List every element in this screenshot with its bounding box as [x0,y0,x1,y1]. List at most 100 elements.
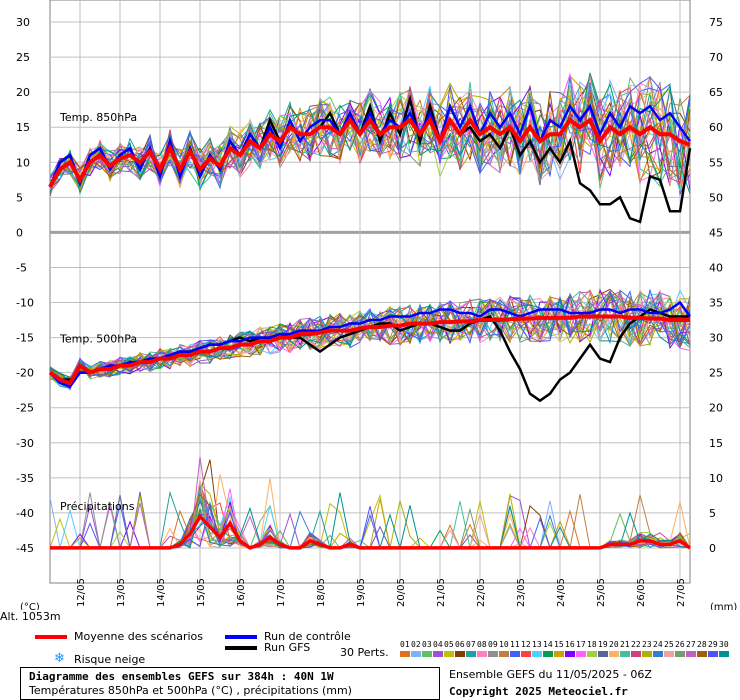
pert-id-label: 17 [576,640,586,649]
right-tick-label: 5 [709,507,716,520]
pert-color-swatch [444,651,454,657]
pert-id-label: 02 [411,640,421,649]
perts-label: 30 Perts. [340,646,389,659]
pert-line-t850 [49,89,691,189]
chart-footer: Alt. 1053m Moyenne des scénarios Run de … [0,600,740,700]
pert-id-label: 04 [433,640,443,649]
pert-color-swatch [719,651,729,657]
left-tick-label: -15 [16,332,34,345]
pert-line-t500 [49,289,691,385]
pert-color-swatch [499,651,509,657]
pert-color-swatch [455,651,465,657]
pert-id-label: 08 [477,640,487,649]
right-tick-label: 60 [709,121,723,134]
pert-id-label: 13 [532,640,542,649]
chart-title: Diagramme des ensembles GEFS sur 384h : … [29,670,334,683]
x-tick-label: 16/05 [236,578,247,607]
right-tick-label: 30 [709,332,723,345]
pert-id-label: 20 [609,640,619,649]
right-tick-label: 10 [709,472,723,485]
pert-id-label: 01 [400,640,410,649]
right-tick-label: 20 [709,402,723,415]
x-tick-label: 15/05 [196,578,207,607]
pert-color-swatch [576,651,586,657]
pert-color-swatch [620,651,630,657]
x-tick-label: 22/05 [476,578,487,607]
title-box: Diagramme des ensembles GEFS sur 384h : … [20,667,440,700]
pert-id-label: 06 [455,640,465,649]
pert-id-label: 03 [422,640,432,649]
pert-id-label: 22 [631,640,641,649]
pert-id-label: 09 [488,640,498,649]
right-tick-label: 65 [709,86,723,99]
x-tick-label: 14/05 [156,578,167,607]
altitude-label: Alt. 1053m [0,610,61,623]
left-tick-label: -20 [16,367,34,380]
pert-color-swatch [686,651,696,657]
pert-id-label: 27 [686,640,696,649]
control-legend-swatch [225,635,257,639]
x-tick-label: 20/05 [396,578,407,607]
left-tick-label: -5 [16,261,27,274]
x-tick-label: 26/05 [636,578,647,607]
pert-line-t850 [49,76,691,188]
pert-color-swatch [543,651,553,657]
pert-color-swatch [653,651,663,657]
left-tick-label: 30 [16,16,30,29]
right-tick-label: 0 [709,542,716,555]
right-tick-label: 55 [709,156,723,169]
pert-id-label: 16 [565,640,575,649]
gfs-legend-swatch [225,646,257,650]
left-tick-label: 10 [16,156,30,169]
chart-subtitle: Températures 850hPa et 500hPa (°C) , pré… [29,684,352,697]
pert-color-swatch [466,651,476,657]
pert-id-label: 28 [697,640,707,649]
pert-id-label: 23 [642,640,652,649]
left-tick-label: -25 [16,402,34,415]
left-tick-label: 5 [16,191,23,204]
pert-id-label: 26 [675,640,685,649]
pert-color-swatch [708,651,718,657]
pert-color-swatch [554,651,564,657]
copyright: Copyright 2025 Meteociel.fr [449,685,628,698]
left-tick-label: -10 [16,297,34,310]
pert-id-label: 30 [719,640,729,649]
right-tick-label: 75 [709,16,723,29]
pert-color-swatch [697,651,707,657]
mean-legend-label: Moyenne des scénarios [74,630,203,643]
pert-color-swatch [433,651,443,657]
pert-id-label: 12 [521,640,531,649]
left-axis-unit: (°C) [20,602,40,610]
pert-id-label: 19 [598,640,608,649]
panel-label-precip: Précipitations [60,500,135,513]
left-tick-label: 0 [16,226,23,239]
snowflake-icon: ❄ [54,651,65,666]
right-tick-label: 50 [709,191,723,204]
right-tick-label: 35 [709,297,723,310]
main-series-lines [48,94,692,550]
x-tick-label: 18/05 [316,578,327,607]
pert-id-label: 24 [653,640,663,649]
x-tick-label: 19/05 [356,578,367,607]
mean-line-t500 [48,314,690,386]
right-tick-label: 40 [709,261,723,274]
pert-line-t500 [49,292,691,383]
x-tick-label: 23/05 [516,578,527,607]
pert-id-label: 05 [444,640,454,649]
pert-color-swatch [598,651,608,657]
pert-line-t500 [49,291,691,381]
x-tick-label: 12/05 [76,578,87,607]
right-tick-label: 25 [709,367,723,380]
panel-label-t500: Temp. 500hPa [59,333,137,346]
pert-color-swatch [587,651,597,657]
x-tick-label: 13/05 [116,578,127,607]
pert-color-swatch [411,651,421,657]
left-tick-label: -45 [16,542,34,555]
right-tick-label: 15 [709,437,723,450]
pert-color-swatch [675,651,685,657]
gfs-legend-label: Run GFS [264,641,311,654]
x-tick-label: 24/05 [556,578,567,607]
right-tick-label: 70 [709,51,723,64]
